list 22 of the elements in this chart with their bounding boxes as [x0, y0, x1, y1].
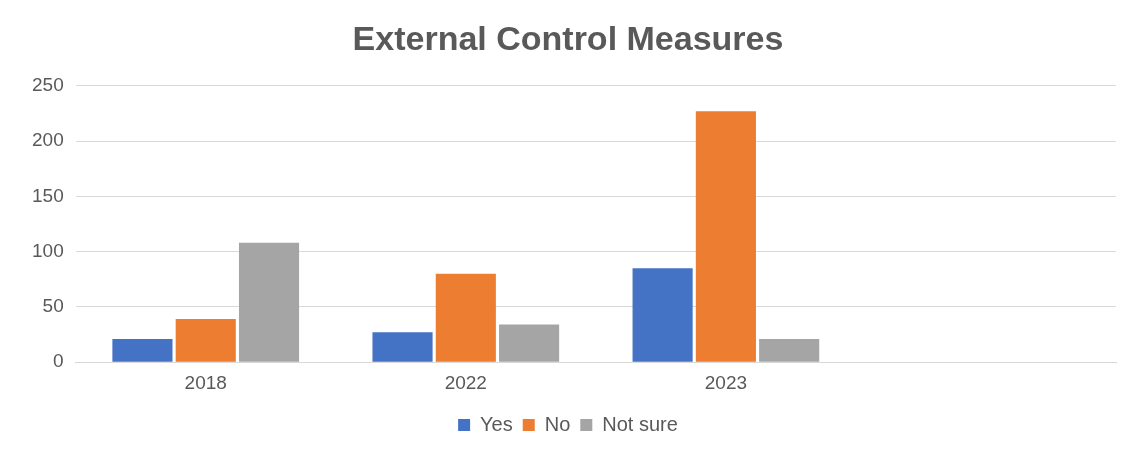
legend-label: Yes — [480, 412, 513, 435]
y-tick-label: 200 — [32, 129, 64, 151]
y-tick-label: 0 — [53, 350, 64, 372]
bar — [238, 242, 300, 362]
bar — [695, 111, 756, 362]
bar — [632, 268, 693, 362]
bar — [759, 338, 820, 362]
x-tick-label: 2022 — [444, 371, 487, 393]
y-tick-label: 250 — [32, 74, 64, 96]
bar — [435, 273, 496, 362]
y-tick-label: 50 — [42, 295, 64, 317]
legend-label: Not sure — [602, 412, 678, 435]
chart-title: External Control Measures — [352, 18, 784, 57]
x-tick-label: 2018 — [184, 371, 227, 393]
y-tick-label: 100 — [32, 239, 64, 261]
bar — [372, 332, 433, 362]
bar — [112, 338, 173, 362]
bar — [499, 324, 560, 362]
y-tick-label: 150 — [32, 184, 64, 206]
legend-label: No — [544, 412, 571, 435]
bar — [175, 319, 236, 362]
x-tick-label: 2023 — [704, 371, 748, 393]
